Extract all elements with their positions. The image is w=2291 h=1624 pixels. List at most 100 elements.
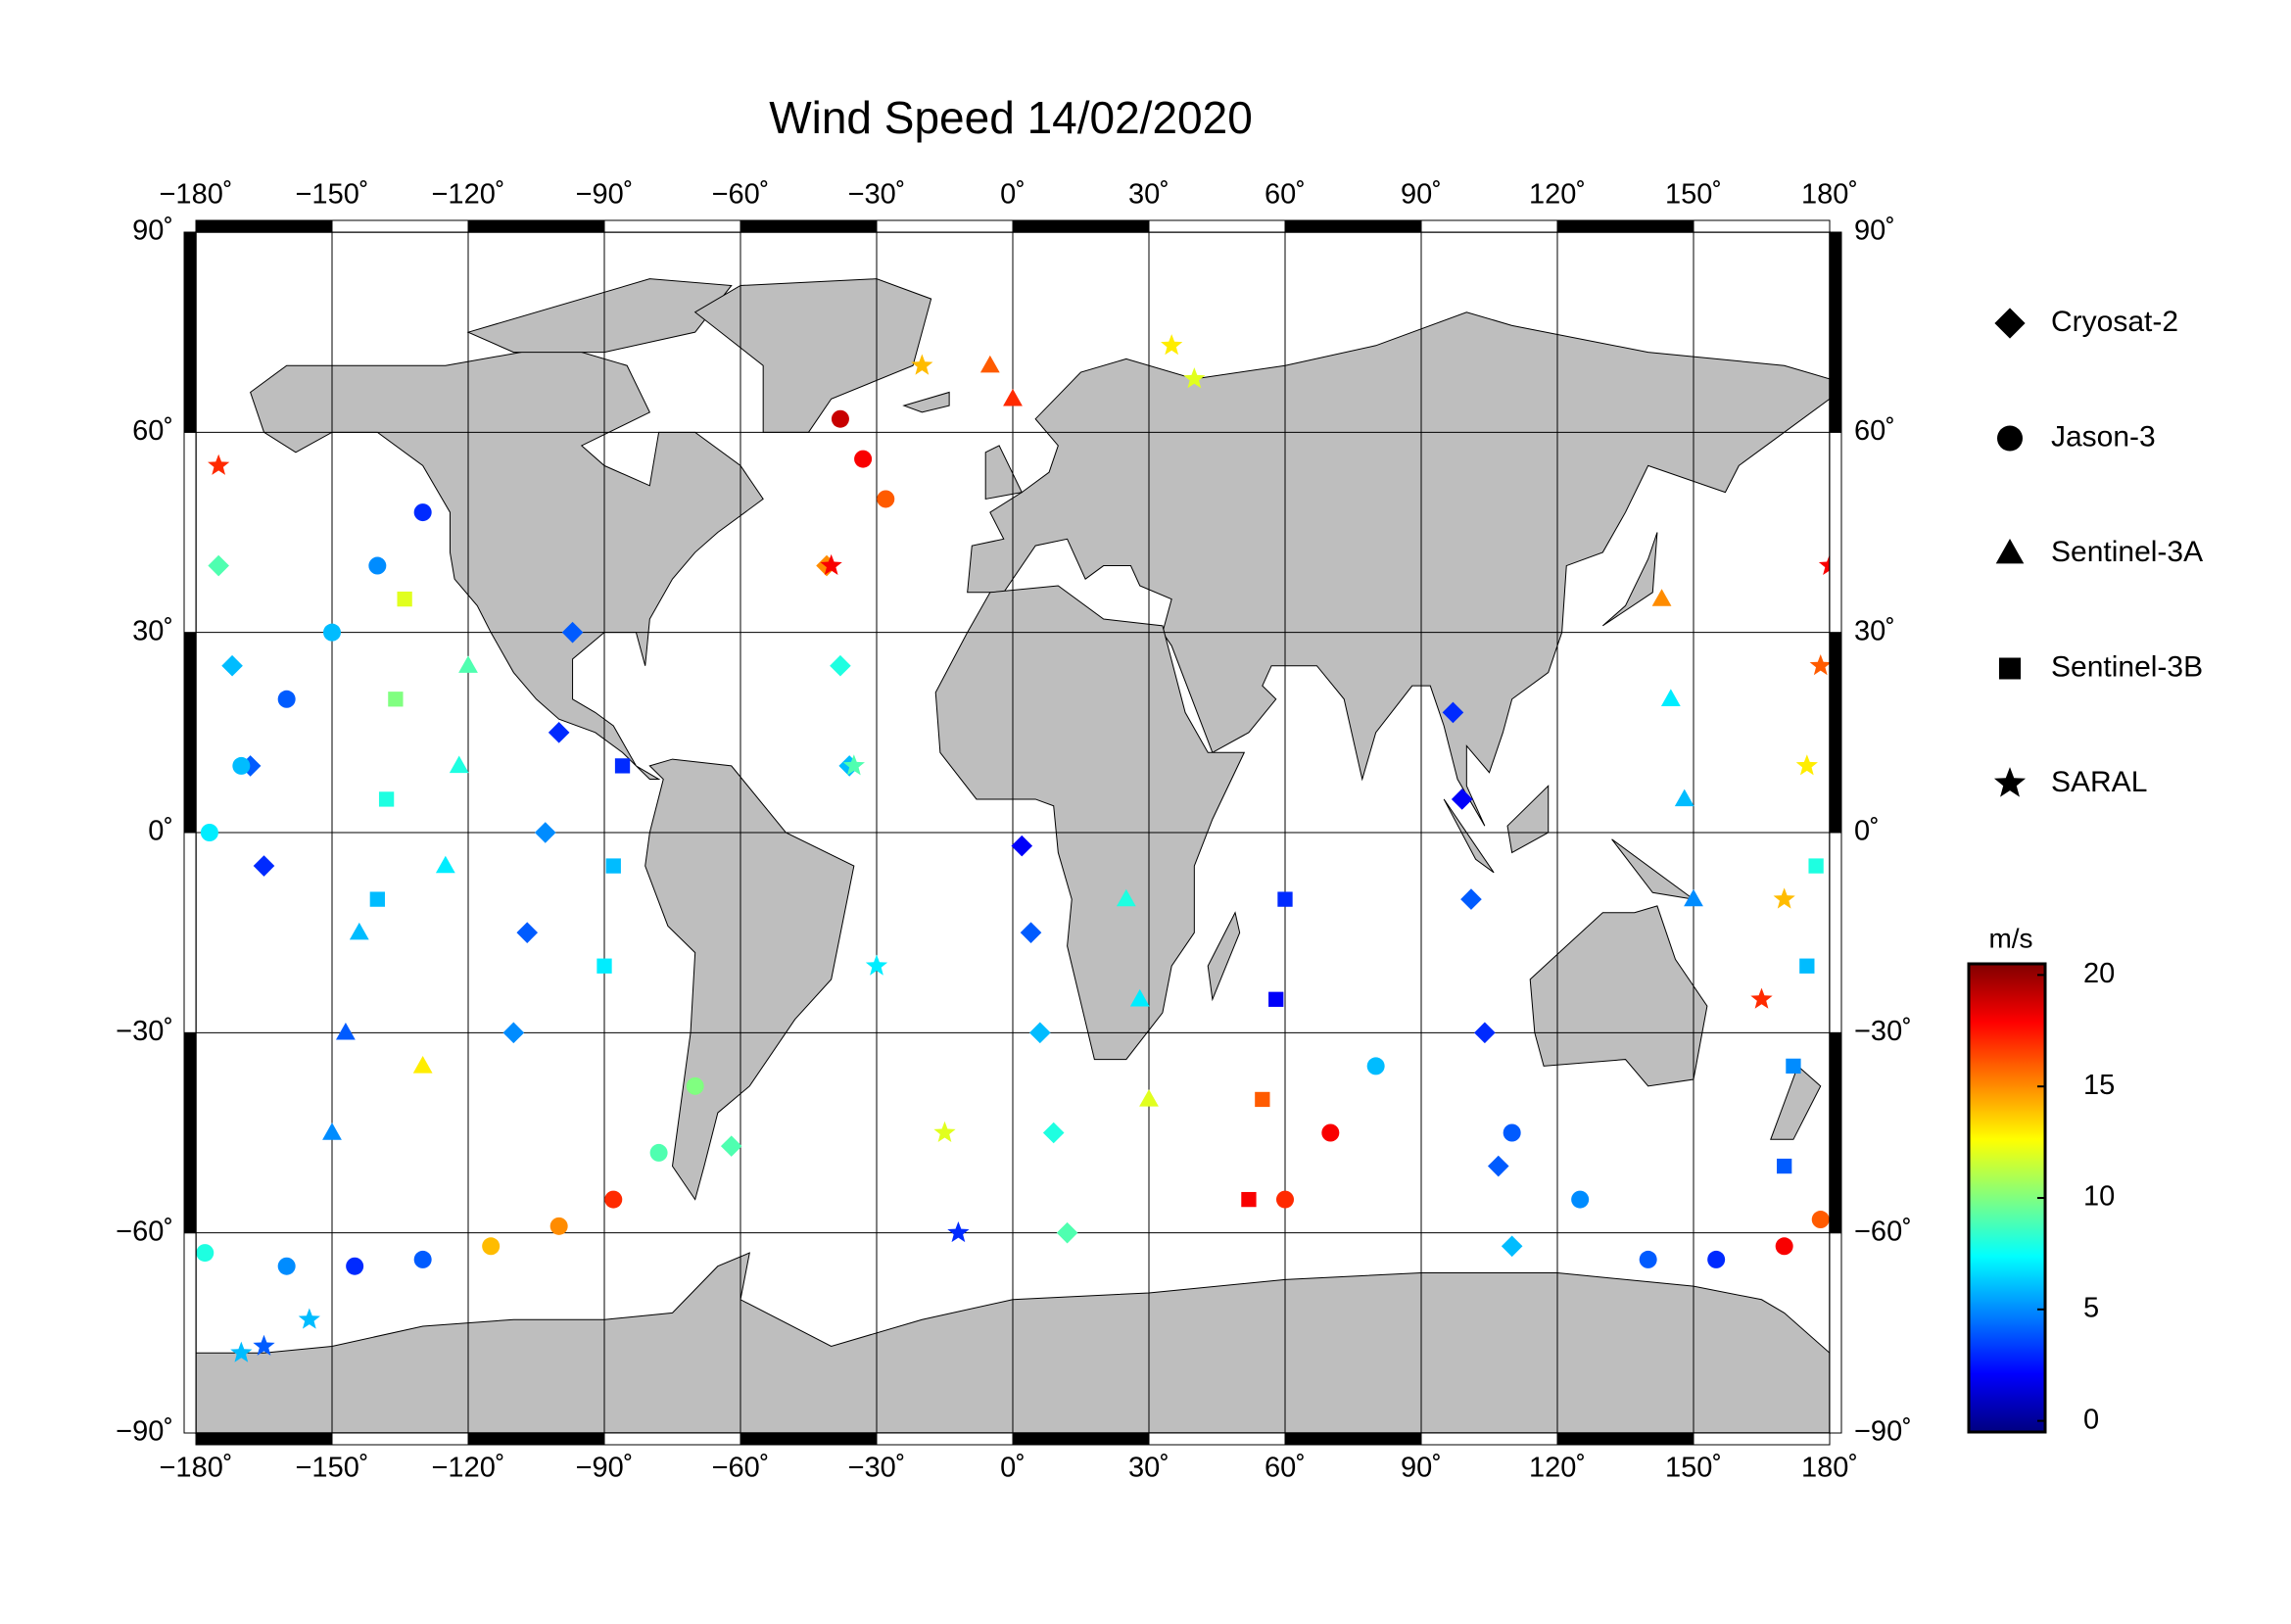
observation <box>1684 888 1703 907</box>
sumatra <box>1444 799 1494 873</box>
observation <box>1366 1057 1385 1075</box>
x-tick-label: 30˚ <box>1128 179 1169 211</box>
observation <box>831 409 849 428</box>
observation <box>1474 1022 1496 1044</box>
observation <box>1020 922 1042 943</box>
legend: Cryosat-2 Jason-3 Sentinel-3A Sentinel-3B SA… <box>1993 306 2203 798</box>
observation <box>1029 1022 1051 1044</box>
frame-bar <box>603 219 741 233</box>
observation <box>1139 1089 1159 1107</box>
observation <box>378 791 395 807</box>
frame-bar <box>183 431 197 634</box>
x-tick-label: −90˚ <box>576 1453 634 1484</box>
frame-bar <box>331 1432 469 1446</box>
observation <box>1639 1250 1657 1268</box>
x-tick-label: 90˚ <box>1401 1453 1442 1484</box>
x-tick-label: 60˚ <box>1265 1453 1306 1484</box>
observation <box>1674 788 1694 807</box>
observation <box>413 1250 432 1268</box>
x-tick-label: 180˚ <box>1801 179 1858 211</box>
observation <box>336 1022 356 1040</box>
colorbar-tick-label: 0 <box>2083 1404 2099 1435</box>
x-tick-label: 90˚ <box>1401 179 1442 211</box>
observation <box>686 1076 704 1095</box>
frame-bar <box>876 219 1014 233</box>
observation <box>435 855 455 874</box>
frame-bar <box>1556 1432 1694 1446</box>
observation <box>1161 334 1183 356</box>
observation <box>947 1220 970 1243</box>
colorbar-tick-label: 20 <box>2083 958 2115 989</box>
legend-label: Jason-3 <box>2051 420 2156 453</box>
observation <box>605 858 621 874</box>
observation <box>1487 1155 1509 1177</box>
frame-bar <box>1148 219 1286 233</box>
observation <box>549 1217 568 1235</box>
observation <box>1811 1211 1830 1229</box>
frame-bar <box>740 219 878 233</box>
observation <box>1277 891 1293 907</box>
observation <box>842 754 865 776</box>
observation <box>1707 1250 1726 1268</box>
observation <box>1773 887 1795 909</box>
x-tick-label: −180˚ <box>160 179 233 211</box>
observation <box>614 758 631 774</box>
frame-bar <box>1829 1031 1842 1234</box>
observation <box>1775 1237 1793 1256</box>
observation <box>1056 1221 1078 1244</box>
observation <box>1501 1235 1523 1258</box>
frame-bar <box>1420 219 1558 233</box>
observation <box>1276 1190 1294 1209</box>
greenland <box>695 279 931 433</box>
observation <box>322 1122 342 1140</box>
iceland <box>904 392 949 411</box>
observation <box>1460 888 1482 910</box>
observation <box>561 621 584 644</box>
x-tick-label: −150˚ <box>296 1453 369 1484</box>
y-tick-label: 60˚ <box>132 415 173 447</box>
x-tick-label: 150˚ <box>1665 1453 1722 1484</box>
y-tick-label: 30˚ <box>132 615 173 646</box>
x-tick-label: −60˚ <box>712 1453 770 1484</box>
frame-bar <box>195 1432 333 1446</box>
legend-marker <box>1993 767 2027 797</box>
frame-bar <box>1693 1432 1831 1446</box>
observations <box>196 334 1830 1362</box>
observation <box>1777 1158 1792 1174</box>
x-tick-label: 30˚ <box>1128 1453 1169 1484</box>
y-tick-label: 90˚ <box>1854 215 1895 247</box>
observation <box>1241 1191 1257 1208</box>
observation <box>720 1135 742 1157</box>
grid <box>196 232 1830 1433</box>
observation <box>516 922 539 943</box>
frame-bar <box>467 219 605 233</box>
frame-bar <box>183 1232 197 1434</box>
madagascar <box>1208 913 1239 1000</box>
observation <box>1442 701 1464 724</box>
frame-bar <box>1829 431 1842 634</box>
observation <box>1786 1058 1801 1075</box>
x-tick-label: 150˚ <box>1665 179 1722 211</box>
x-tick-label: −30˚ <box>848 179 906 211</box>
frame-bar <box>876 1432 1014 1446</box>
y-tick-label: −60˚ <box>116 1216 173 1247</box>
observation <box>369 891 385 907</box>
x-tick-label: 0˚ <box>1000 179 1026 211</box>
colorbar-tick-label: 10 <box>2083 1181 2115 1213</box>
y-tick-label: −90˚ <box>116 1416 173 1448</box>
observation <box>1268 991 1284 1007</box>
observation <box>1003 388 1023 406</box>
observation <box>830 654 851 677</box>
observation <box>412 1056 433 1074</box>
frame-bar <box>1148 1432 1286 1446</box>
new-guinea <box>1612 839 1694 899</box>
observation <box>1799 958 1815 974</box>
observation <box>388 692 404 707</box>
frame-bar <box>1012 1432 1150 1446</box>
observation <box>221 654 243 677</box>
observation <box>277 1257 296 1275</box>
y-tick-label: 30˚ <box>1854 615 1895 646</box>
observation <box>413 503 432 522</box>
